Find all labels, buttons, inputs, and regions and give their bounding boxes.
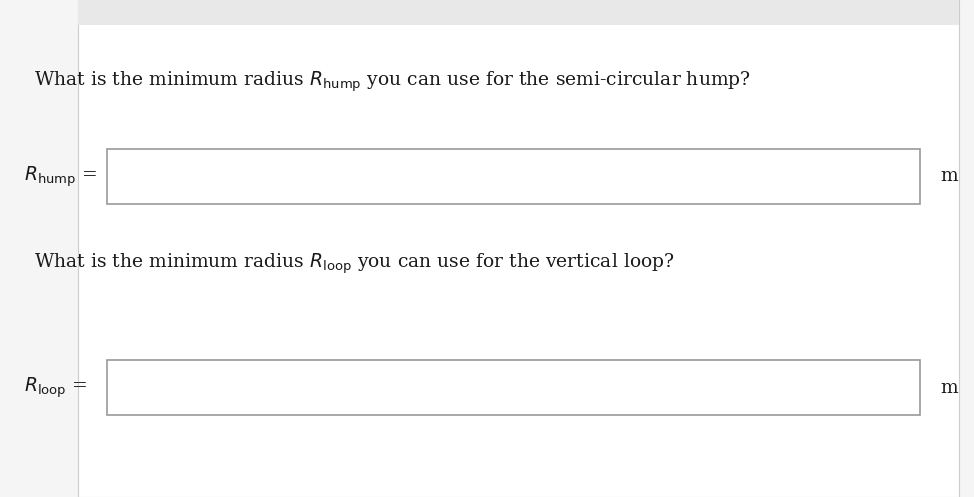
FancyBboxPatch shape bbox=[78, 0, 959, 497]
FancyBboxPatch shape bbox=[107, 149, 920, 204]
Text: What is the minimum radius $R_{\mathrm{hump}}$ you can use for the semi-circular: What is the minimum radius $R_{\mathrm{h… bbox=[34, 70, 751, 94]
Text: What is the minimum radius $R_{\mathrm{loop}}$ you can use for the vertical loop: What is the minimum radius $R_{\mathrm{l… bbox=[34, 251, 675, 276]
Text: $R_{\mathrm{loop}}$ =: $R_{\mathrm{loop}}$ = bbox=[24, 375, 88, 400]
FancyBboxPatch shape bbox=[78, 0, 959, 25]
Text: m: m bbox=[940, 379, 957, 397]
Text: m: m bbox=[940, 167, 957, 185]
Text: $R_{\mathrm{hump}}$ =: $R_{\mathrm{hump}}$ = bbox=[24, 164, 97, 189]
FancyBboxPatch shape bbox=[107, 360, 920, 415]
